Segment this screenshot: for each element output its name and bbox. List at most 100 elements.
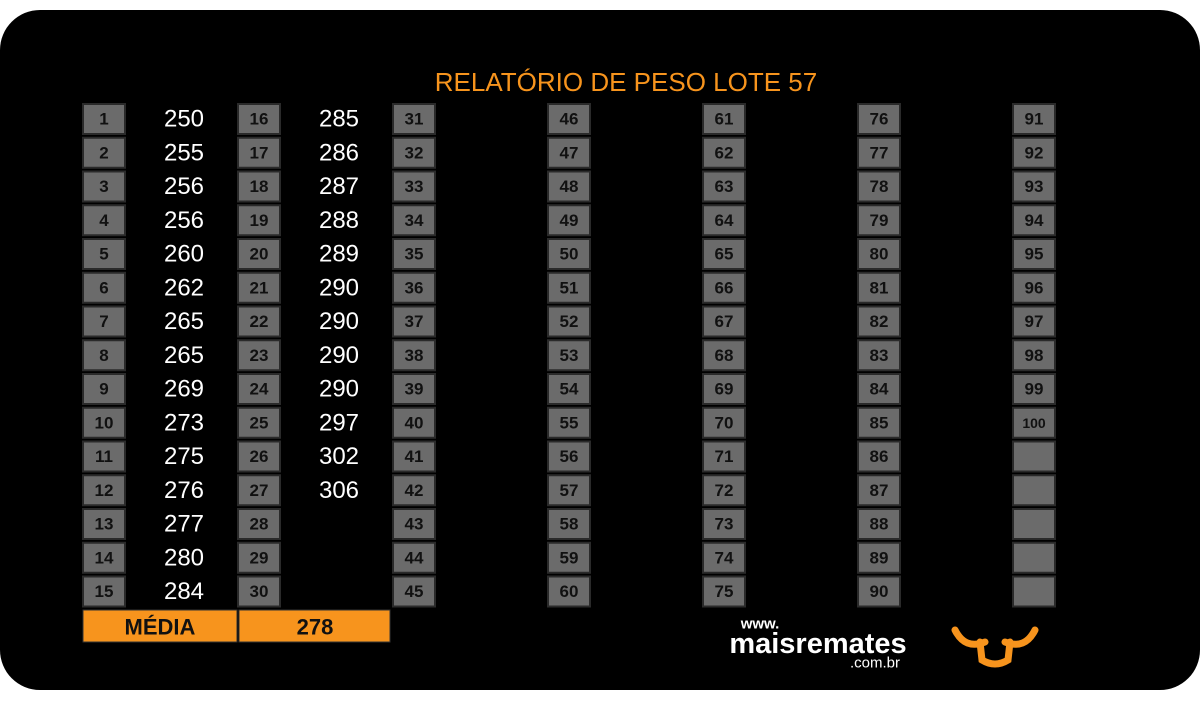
logo-suffix: .com.br: [850, 655, 900, 672]
title: RELATÓRIO DE PESO LOTE 57: [435, 67, 817, 97]
number-cell: [392, 238, 436, 270]
row-number: 61: [715, 110, 734, 129]
number-cell: [857, 373, 901, 405]
row-number: 81: [870, 278, 889, 297]
number-cell: [702, 305, 746, 338]
number-cell: [1012, 406, 1056, 439]
average-label: MÉDIA: [125, 615, 196, 640]
row-number: 98: [1025, 346, 1044, 365]
number-cell: [857, 271, 901, 304]
number-cell: [702, 271, 746, 304]
number-cell: [237, 440, 281, 473]
row-number: 59: [560, 548, 579, 567]
row-number: 83: [870, 346, 889, 365]
row-number: 75: [715, 582, 734, 601]
row-number: 54: [560, 380, 579, 399]
number-cell: [547, 440, 591, 473]
row-number: 14: [95, 548, 114, 567]
row-number: 41: [405, 447, 424, 466]
number-cell: [82, 271, 126, 304]
average-value: 278: [297, 615, 334, 640]
row-number: 88: [870, 515, 889, 534]
number-cell: [1012, 136, 1056, 169]
row-number: 100: [1022, 415, 1046, 431]
row-weight: 280: [164, 544, 204, 571]
number-cell: [392, 170, 436, 203]
row-number: 60: [560, 582, 579, 601]
row-number: 16: [250, 110, 269, 129]
row-weight: 277: [164, 511, 204, 538]
row-weight: 275: [164, 443, 204, 470]
number-cell: [392, 271, 436, 304]
number-cell: [857, 305, 901, 338]
number-cell: [857, 406, 901, 439]
row-number: 47: [560, 143, 579, 162]
row-number: 15: [95, 582, 114, 601]
number-cell: [82, 238, 126, 270]
row-number: 89: [870, 548, 889, 567]
row-number: 51: [560, 278, 579, 297]
number-cell: [1012, 373, 1056, 405]
row-number: 46: [560, 110, 579, 129]
number-cell: [857, 508, 901, 540]
number-cell: [857, 440, 901, 473]
row-number: 29: [250, 548, 269, 567]
row-number: 22: [250, 312, 269, 331]
row-number: 94: [1025, 211, 1044, 230]
row-weight: 290: [319, 308, 359, 335]
row-weight: 288: [319, 207, 359, 234]
number-cell: [702, 204, 746, 237]
row-weight: 276: [164, 477, 204, 504]
row-weight: 302: [319, 443, 359, 470]
number-cell: [702, 406, 746, 439]
number-cell: [237, 170, 281, 203]
row-number: 79: [870, 211, 889, 230]
number-cell: [702, 238, 746, 270]
number-cell: [702, 170, 746, 203]
number-cell: [82, 575, 126, 608]
number-cell: [237, 508, 281, 540]
row-number: 84: [870, 380, 889, 399]
row-number: 9: [99, 380, 108, 399]
row-number: 82: [870, 312, 889, 331]
number-cell: [702, 541, 746, 574]
row-number: 25: [250, 413, 269, 432]
row-number: 2: [99, 143, 108, 162]
row-number: 17: [250, 143, 269, 162]
number-cell: [82, 305, 126, 338]
number-cell: [237, 575, 281, 608]
row-number: 69: [715, 380, 734, 399]
number-cell: [857, 103, 901, 135]
row-number: 63: [715, 177, 734, 196]
row-number: 6: [99, 278, 108, 297]
row-number: 4: [99, 211, 109, 230]
number-cell: [392, 575, 436, 608]
row-weight: 256: [164, 207, 204, 234]
row-weight: 262: [164, 274, 204, 301]
row-weight: 255: [164, 139, 204, 166]
row-weight: 265: [164, 342, 204, 369]
row-number: 32: [405, 143, 424, 162]
row-number: 18: [250, 177, 269, 196]
row-number: 8: [99, 346, 108, 365]
number-cell: [237, 136, 281, 169]
row-number: 27: [250, 481, 269, 500]
row-number: 91: [1025, 110, 1044, 129]
number-cell: [702, 339, 746, 372]
number-cell: [82, 339, 126, 372]
row-number: 40: [405, 413, 424, 432]
row-number: 12: [95, 481, 114, 500]
row-number: 35: [405, 245, 424, 264]
number-cell: [1012, 474, 1056, 507]
number-cell: [82, 103, 126, 135]
row-number: 49: [560, 211, 579, 230]
number-cell: [82, 541, 126, 574]
number-cell: [82, 406, 126, 439]
row-number: 72: [715, 481, 734, 500]
row-number: 85: [870, 413, 889, 432]
number-cell: [237, 373, 281, 405]
row-number: 3: [99, 177, 108, 196]
row-number: 73: [715, 515, 734, 534]
